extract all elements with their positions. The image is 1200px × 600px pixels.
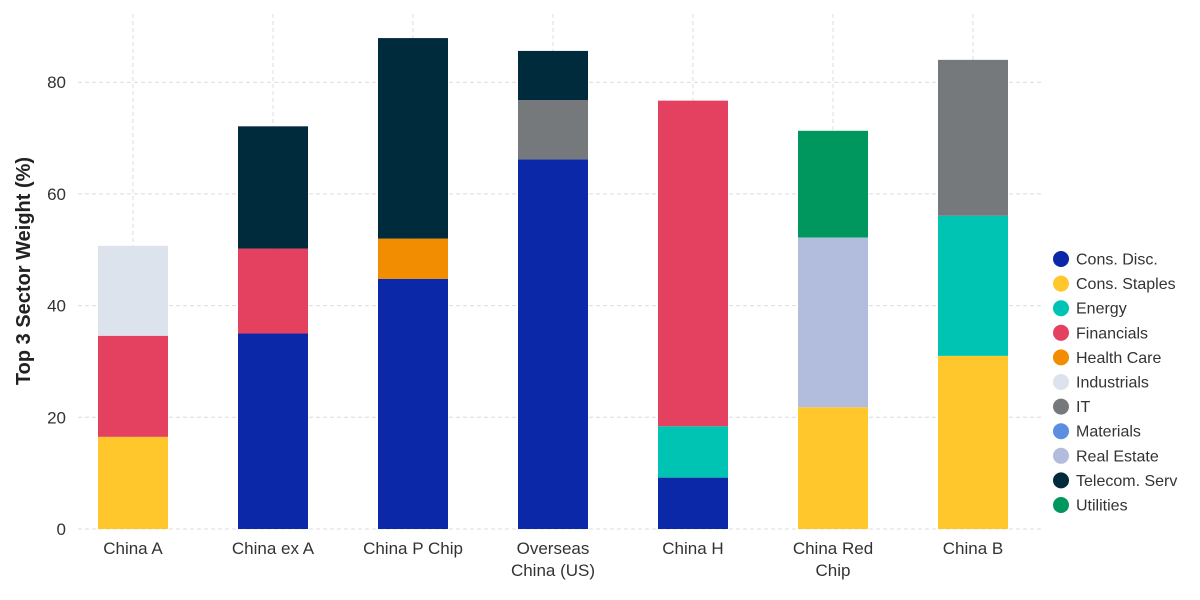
bar-segment: [378, 238, 448, 279]
bar-segment: [798, 237, 868, 408]
legend-label: Energy: [1076, 301, 1127, 318]
bar-segment: [98, 436, 168, 529]
bar-segment: [98, 335, 168, 437]
bar-segment: [238, 248, 308, 334]
x-tick-labels: China A China ex A China P Chip Overseas Chi…: [103, 539, 1003, 580]
x-tick-label: Overseas China (US): [511, 539, 595, 580]
y-tick-label: 40: [47, 297, 66, 316]
legend-swatch: [1053, 423, 1069, 440]
y-tick-label: 0: [57, 520, 66, 539]
legend-item: IT: [1053, 398, 1090, 416]
bar-segment: [518, 50, 588, 101]
y-tick-label: 60: [47, 185, 66, 204]
legend-swatch: [1053, 472, 1069, 489]
legend-label: Real Estate: [1076, 448, 1159, 465]
legend-swatch: [1053, 251, 1069, 267]
bar-segment: [378, 278, 448, 529]
bar-segment: [238, 126, 308, 249]
legend-swatch: [1053, 398, 1069, 415]
bar-segment: [938, 215, 1008, 356]
legend-item: Materials: [1053, 423, 1141, 441]
bar-segment: [518, 100, 588, 160]
legend-label: Financials: [1076, 325, 1148, 342]
bar-segment: [238, 333, 308, 529]
y-tick-label: 80: [47, 73, 66, 92]
bar-segment: [938, 59, 1008, 216]
bar-segment: [658, 477, 728, 529]
x-tick-label: China P Chip: [363, 539, 463, 558]
legend-swatch: [1053, 275, 1069, 292]
legend-item: Cons. Disc.: [1053, 251, 1158, 269]
bar-segment: [518, 159, 588, 529]
x-tick-label: China ex A: [232, 539, 315, 558]
bar-segment: [938, 355, 1008, 529]
legend-item: Industrials: [1053, 374, 1149, 392]
legend-item: Financials: [1053, 324, 1148, 342]
legend-item: Health Care: [1053, 349, 1161, 367]
bar-segment: [658, 426, 728, 478]
bar-segment: [378, 38, 448, 239]
legend-label: IT: [1076, 399, 1090, 416]
legend-label: Telecom. Serv: [1076, 473, 1177, 490]
legend-swatch: [1053, 324, 1069, 341]
x-tick-label: China B: [943, 539, 1003, 558]
bar-segment: [798, 130, 868, 238]
legend-swatch: [1053, 349, 1069, 366]
legend-label: Utilities: [1076, 498, 1128, 515]
y-tick-labels: 0 20 40 60 80: [47, 73, 66, 539]
bar-segment: [98, 245, 168, 336]
bars: [98, 38, 1008, 529]
legend-label: Cons. Disc.: [1076, 252, 1158, 269]
legend-item: Cons. Staples: [1053, 275, 1176, 293]
legend: Cons. Disc. Cons. Staples Energy Financials…: [1053, 251, 1177, 515]
x-tick-label: China H: [662, 539, 723, 558]
legend-swatch: [1053, 497, 1069, 513]
bar-segment: [658, 100, 728, 427]
legend-swatch: [1053, 447, 1069, 464]
legend-item: Energy: [1053, 300, 1127, 318]
legend-item: Real Estate: [1053, 447, 1159, 465]
legend-item: Utilities: [1053, 497, 1128, 515]
legend-swatch: [1053, 300, 1069, 317]
bar-segment: [798, 407, 868, 529]
legend-label: Cons. Staples: [1076, 276, 1176, 293]
x-tick-label: China Red Chip: [793, 539, 873, 580]
legend-label: Health Care: [1076, 350, 1161, 367]
y-tick-label: 20: [47, 408, 66, 427]
x-tick-label: China A: [103, 539, 163, 558]
legend-item: Telecom. Serv: [1053, 472, 1177, 490]
legend-label: Industrials: [1076, 375, 1149, 392]
legend-label: Materials: [1076, 424, 1141, 441]
y-axis-label: Top 3 Sector Weight (%): [13, 157, 35, 385]
legend-swatch: [1053, 374, 1069, 390]
